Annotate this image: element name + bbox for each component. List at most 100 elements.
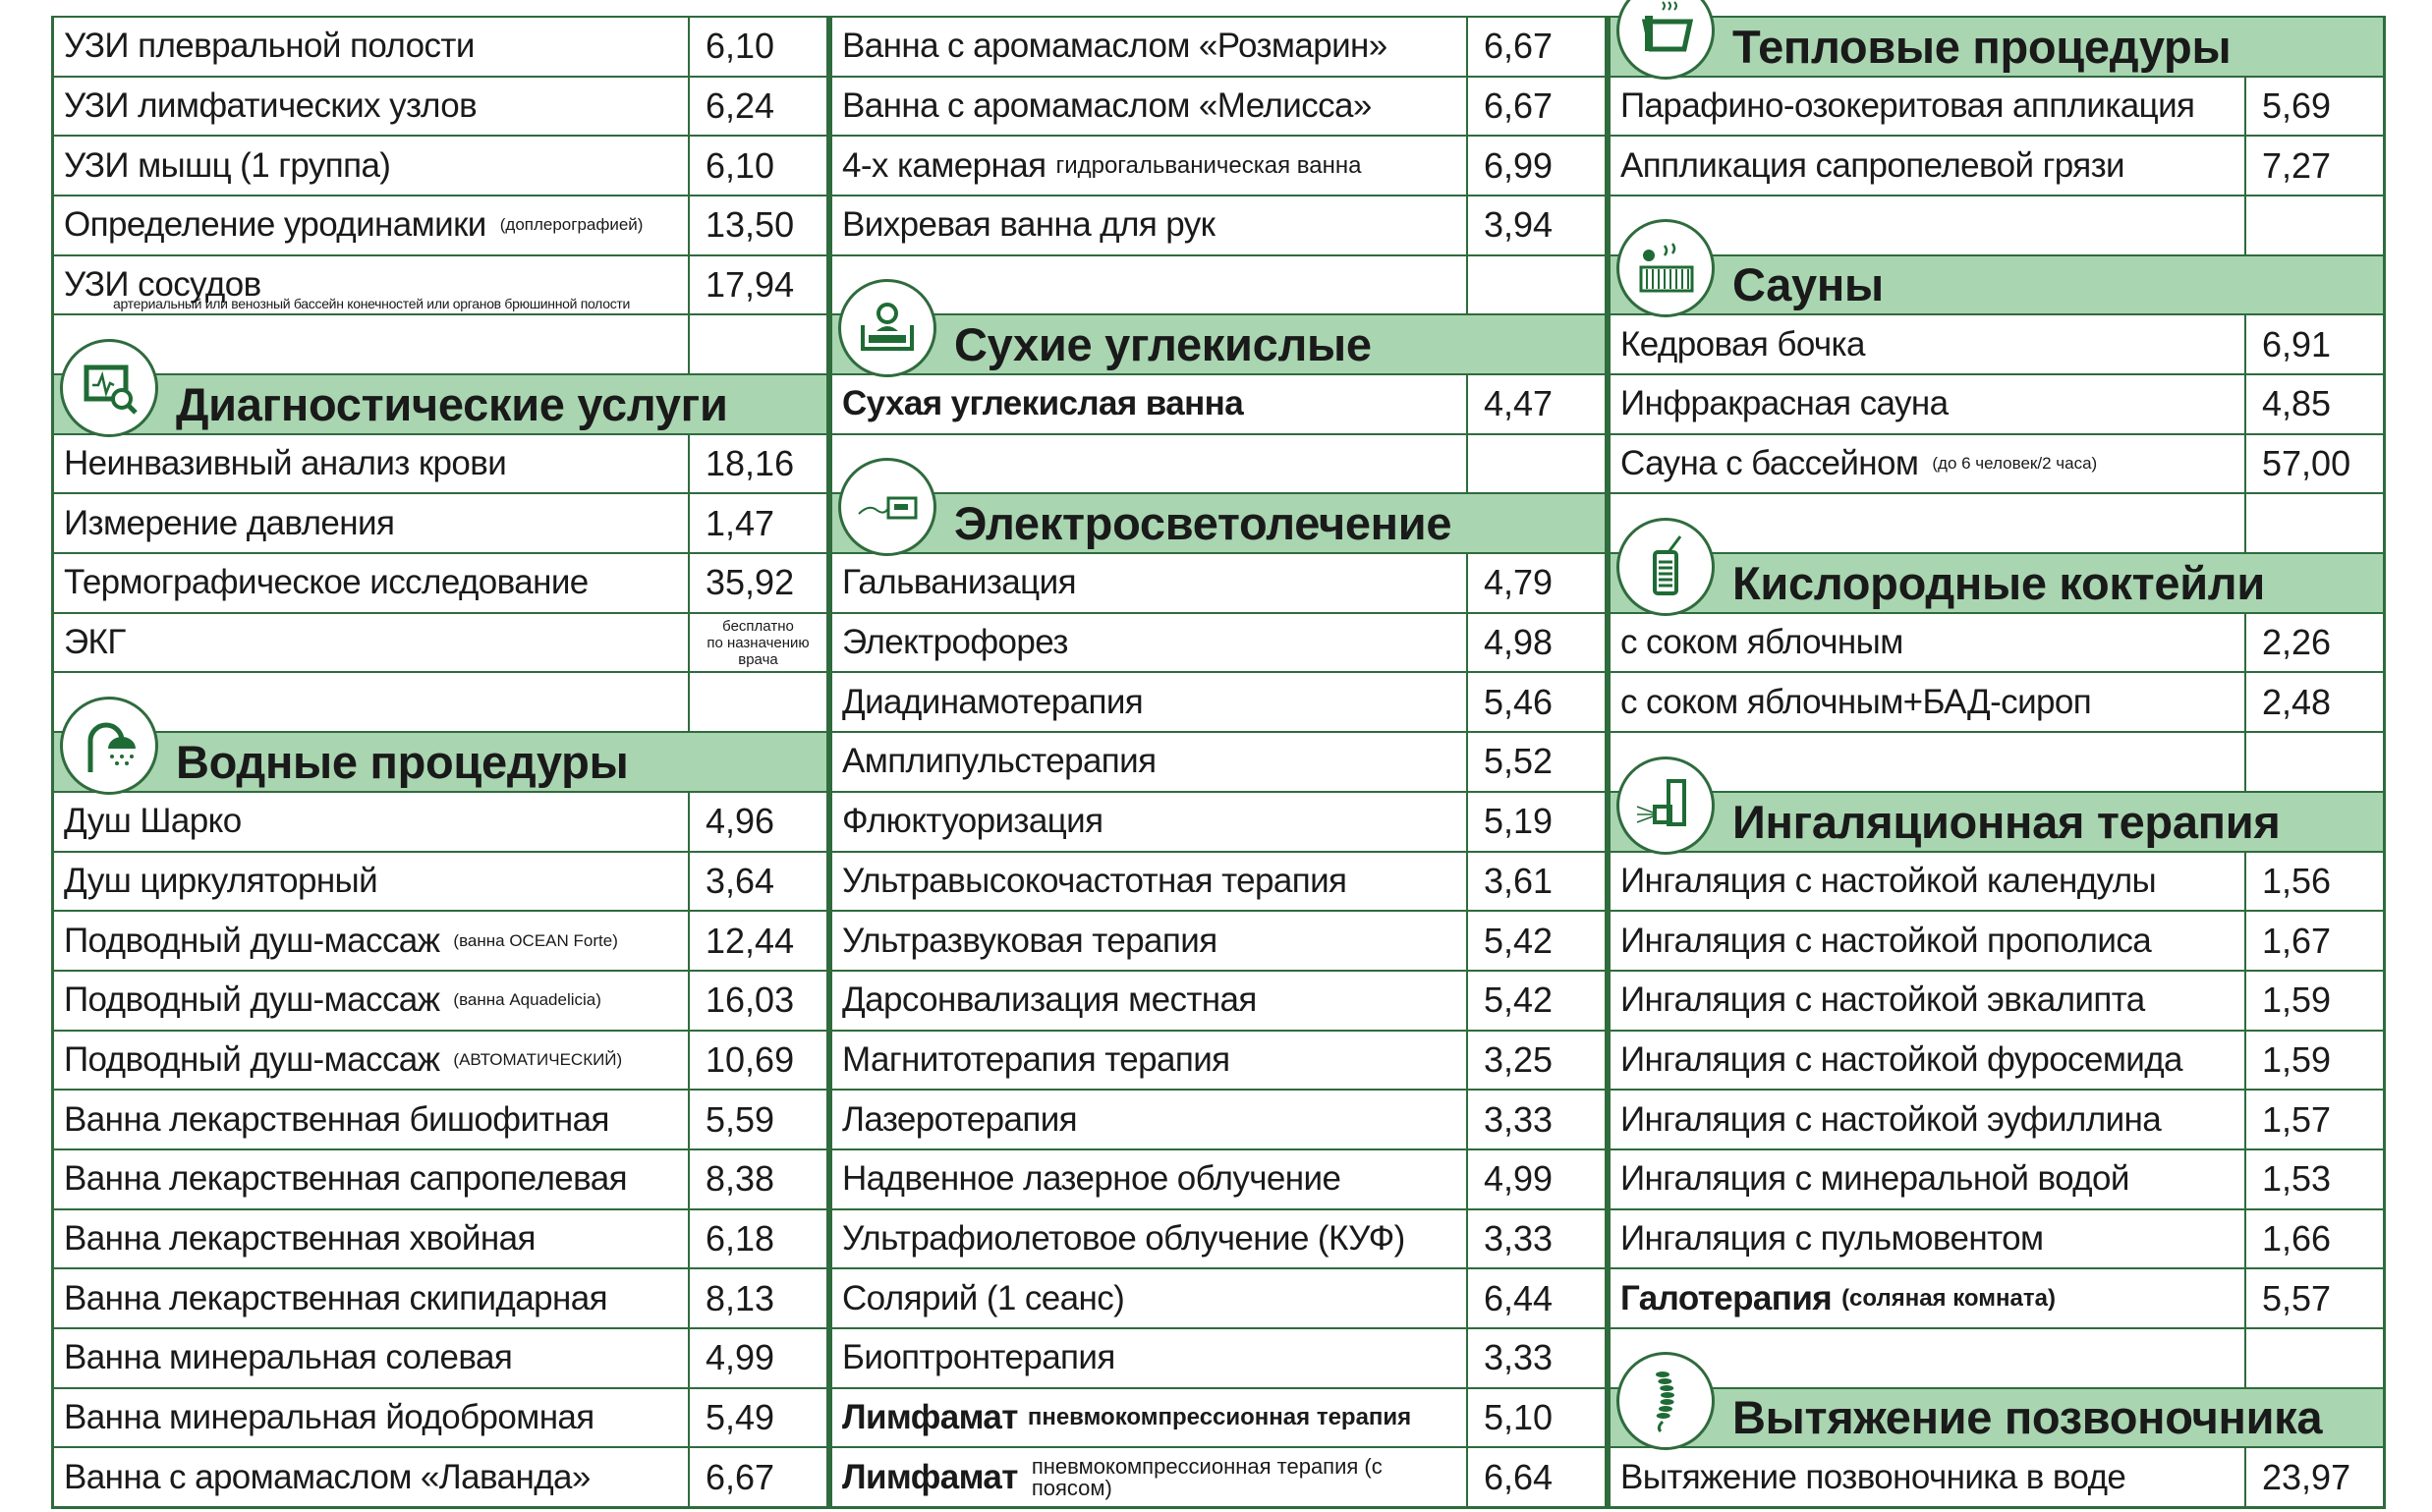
service-row: Ультразвуковая терапия 5,42 <box>832 910 1605 970</box>
service-name: с соком яблочным <box>1620 623 1903 662</box>
service-name: УЗИ плевральной полости <box>64 27 475 66</box>
price-cell: 6,67 <box>688 1448 826 1506</box>
service-note: (ванна Aquadelicia) <box>453 990 601 1010</box>
section-header: Диагностические услуги <box>54 338 826 437</box>
price-cell: бесплатно по назначению врача <box>688 613 826 672</box>
price-cell: 1,66 <box>2244 1209 2383 1268</box>
price-cell: 3,64 <box>688 852 826 911</box>
service-row: с соком яблочным 2,26 <box>1611 611 2383 672</box>
electrotherapy-device-icon <box>838 458 936 557</box>
price-cell: 6,18 <box>688 1209 826 1268</box>
price-cell: 2,26 <box>2244 613 2383 672</box>
service-row: ЭКГ бесплатно по назначению врача <box>54 611 826 672</box>
service-row: Парафино-озокеритовая аппликация 5,69 <box>1611 75 2383 136</box>
service-name: Ванна минеральная солевая <box>64 1338 513 1377</box>
price-cell: 1,56 <box>2244 852 2383 911</box>
section-title: Сухие углекислые <box>954 318 1372 371</box>
empty-row <box>54 313 826 374</box>
service-row: Солярий (1 сеанс) 6,44 <box>832 1267 1605 1327</box>
service-row: Ванна минеральная солевая 4,99 <box>54 1326 826 1387</box>
service-name-cell: 4-х камерная гидрогальваническая ванна <box>832 137 1466 195</box>
price-cell <box>688 315 826 374</box>
service-row: Флюктуоризация 5,19 <box>832 790 1605 851</box>
price-cell: 1,59 <box>2244 971 2383 1030</box>
service-row: 4-х камерная гидрогальваническая ванна 6,9… <box>832 135 1605 196</box>
service-name: Ингаляция с настойкой фуросемида <box>1620 1039 2183 1079</box>
service-name: Ванна лекарственная бишофитная <box>64 1099 609 1139</box>
price-cell: 57,00 <box>2244 434 2383 493</box>
service-row: Подводный душ-массаж (ванна Aquadelicia) 1… <box>54 969 826 1030</box>
price-cell <box>2244 196 2383 254</box>
section-title: Ингаляционная терапия <box>1732 795 2281 848</box>
service-row: Ванна минеральная йодобромная 5,49 <box>54 1386 826 1447</box>
price-cell: 5,49 <box>688 1388 826 1447</box>
service-name-cell: Вихревая ванна для рук <box>832 196 1466 254</box>
service-name: Ультразвуковая терапия <box>842 921 1217 960</box>
section-title: Диагностические услуги <box>176 377 728 430</box>
price-cell: 5,69 <box>2244 77 2383 136</box>
service-name-cell: Определение уродинамики (доплерографией) <box>54 196 688 254</box>
price-cell <box>2244 1328 2383 1387</box>
price-cell: 1,59 <box>2244 1031 2383 1090</box>
service-name: Гальванизация <box>842 563 1077 602</box>
price-cell <box>2244 494 2383 553</box>
service-name-cell: Ванна минеральная солевая <box>54 1329 688 1387</box>
price-cell: 8,38 <box>688 1149 826 1208</box>
service-name: Парафино-озокеритовая аппликация <box>1620 86 2195 126</box>
service-name-cell: Ванна лекарственная скипидарная <box>54 1269 688 1327</box>
price-cell: 3,33 <box>1466 1328 1605 1387</box>
service-name: Лимфамат <box>842 1457 1018 1496</box>
service-name-cell: Ингаляция с пульмовентом <box>1611 1210 2244 1268</box>
service-name: Сухая углекислая ванна <box>842 384 1244 423</box>
section-title: Водные процедуры <box>176 735 629 788</box>
sauna-icon <box>1616 219 1715 318</box>
service-name-cell: Сухая углекислая ванна <box>832 375 1466 433</box>
price-cell <box>1466 434 1605 493</box>
service-row: Ванна лекарственная хвойная 6,18 <box>54 1207 826 1268</box>
service-name-cell: Ингаляция с минеральной водой <box>1611 1150 2244 1208</box>
service-name-cell: Надвенное лазерное облучение <box>832 1150 1466 1208</box>
service-name-cell: Неинвазивный анализ крови <box>54 435 688 493</box>
service-row: Дарсонвализация местная 5,42 <box>832 969 1605 1030</box>
service-name-cell: Флюктуоризация <box>832 793 1466 851</box>
price-note-line: бесплатно <box>722 617 794 635</box>
service-row: Ванна с аромамаслом «Лаванда» 6,67 <box>54 1446 826 1506</box>
service-row: Ингаляция с настойкой эвкалипта 1,59 <box>1611 969 2383 1030</box>
service-name: Ванна лекарственная хвойная <box>64 1218 536 1258</box>
section-header: Электросветолечение <box>832 458 1605 557</box>
service-name-cell: Ванна с аромамаслом «Лаванда» <box>54 1448 688 1506</box>
service-row: Амплипульстерапия 5,52 <box>832 731 1605 791</box>
price-cell: 3,94 <box>1466 196 1605 254</box>
service-name: Ингаляция с настойкой эвкалипта <box>1620 980 2145 1020</box>
empty-row <box>1611 731 2383 791</box>
price-cell: 3,61 <box>1466 852 1605 911</box>
service-note: гидрогальваническая ванна <box>1055 151 1362 179</box>
service-row: Лазеротерапия 3,33 <box>832 1089 1605 1148</box>
service-name-cell: Лимфамат пневмокомпрессионная терапия (с … <box>832 1448 1466 1506</box>
price-cell: 7,27 <box>2244 137 2383 196</box>
price-cell: 6,67 <box>1466 18 1605 76</box>
service-row: Вихревая ванна для рук 3,94 <box>832 195 1605 254</box>
service-name: Биоптронтерапия <box>842 1338 1115 1377</box>
service-name-cell: Подводный душ-массаж (ванна OCEAN Forte) <box>54 912 688 970</box>
service-row: Кедровая бочка 6,91 <box>1611 313 2383 374</box>
service-name-cell: Ванна с аромамаслом «Мелисса» <box>832 78 1466 136</box>
service-row: Ванна лекарственная бишофитная 5,59 <box>54 1089 826 1148</box>
service-name: Ингаляция с пульмовентом <box>1620 1218 2044 1258</box>
service-row: Ультрафиолетовое облучение (КУФ) 3,33 <box>832 1207 1605 1268</box>
service-name: Флюктуоризация <box>842 802 1103 841</box>
price-cell: 10,69 <box>688 1031 826 1090</box>
service-name-cell: Кедровая бочка <box>1611 315 2244 373</box>
service-name: Определение уродинамики <box>64 205 486 245</box>
service-name-cell: Амплипульстерапия <box>832 733 1466 791</box>
service-note: артериальный или венозный бассейн конечн… <box>113 296 631 312</box>
service-row: Сухая углекислая ванна 4,47 <box>832 373 1605 433</box>
service-name-cell: Инфракрасная сауна <box>1611 375 2244 433</box>
service-row: УЗИ плевральной полости 6,10 <box>54 16 826 76</box>
service-name: Термографическое исследование <box>64 563 589 602</box>
service-row: Ванна лекарственная сапропелевая 8,38 <box>54 1148 826 1208</box>
service-row: Определение уродинамики (доплерографией) 1… <box>54 195 826 254</box>
hot-cup-icon <box>1616 0 1715 80</box>
service-row: Неинвазивный анализ крови 18,16 <box>54 432 826 493</box>
service-row: Гальванизация 4,79 <box>832 552 1605 612</box>
